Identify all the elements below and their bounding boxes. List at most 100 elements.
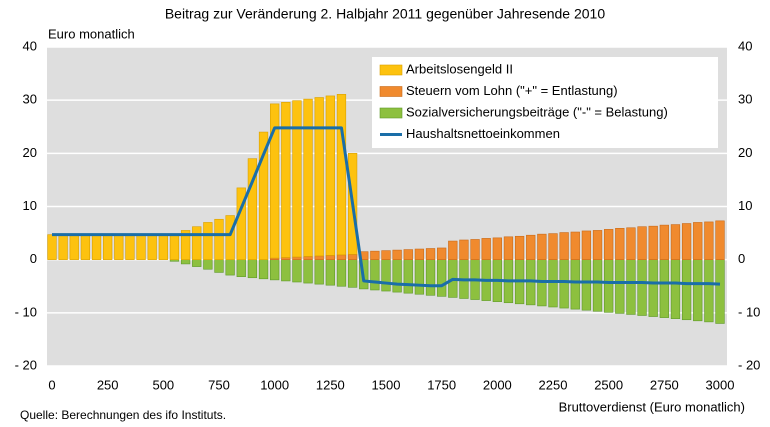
bar [180, 259, 191, 265]
y-tick-label: 20 [23, 145, 37, 160]
bar [147, 234, 157, 260]
bar [437, 259, 447, 297]
bar [626, 259, 636, 315]
x-tick-label: 1500 [372, 377, 401, 392]
bar [314, 97, 324, 257]
x-tick-label: 1750 [427, 377, 456, 392]
bar [314, 255, 324, 260]
bar [258, 259, 269, 280]
bar [303, 256, 313, 260]
x-tick-label: 3000 [706, 377, 735, 392]
bar [637, 259, 647, 316]
x-tick-label: 1250 [316, 377, 345, 392]
bar [670, 224, 681, 260]
bar [548, 259, 558, 308]
x-tick-label: 2000 [483, 377, 512, 392]
bar [425, 259, 436, 296]
bar [693, 222, 703, 260]
y-tick-label: 40 [23, 38, 37, 53]
bar [659, 259, 669, 318]
bar [103, 234, 113, 260]
bar [637, 226, 647, 260]
bar [437, 247, 447, 260]
bar [704, 221, 714, 260]
legend-label: Steuern vom Lohn ("+" = Entlastung) [406, 83, 618, 98]
bar [648, 225, 658, 260]
bar [381, 250, 391, 260]
bar [303, 98, 313, 257]
bar [347, 259, 358, 288]
bar [392, 259, 402, 293]
bar [715, 259, 725, 324]
bar [481, 238, 491, 260]
legend-box [372, 57, 718, 148]
bar [225, 259, 235, 276]
x-tick-label: 1000 [260, 377, 289, 392]
bar [459, 239, 469, 260]
bar [247, 259, 258, 279]
bar [693, 259, 703, 322]
y-tick-label: 10 [23, 198, 37, 213]
bar [470, 239, 480, 260]
bar [303, 259, 313, 284]
bar [347, 254, 358, 260]
x-axis-label: Bruttoverdienst (Euro monatlich) [559, 399, 745, 414]
bar [214, 259, 224, 273]
y2-tick-label: 0 [738, 251, 745, 266]
bar [325, 259, 335, 286]
bar [247, 158, 258, 260]
bar [236, 187, 246, 260]
x-tick-label: 0 [48, 377, 55, 392]
legend-swatch [379, 64, 403, 76]
bar [258, 131, 269, 260]
bar [281, 259, 291, 282]
bar [615, 227, 625, 260]
bar [581, 259, 592, 311]
y2-tick-label: 20 [738, 145, 752, 160]
bar [615, 259, 625, 314]
bar [136, 234, 146, 260]
bar [203, 259, 213, 270]
bar [336, 254, 347, 260]
x-tick-label: 2250 [539, 377, 568, 392]
bar [681, 259, 692, 321]
bar [670, 259, 681, 319]
bar [270, 103, 280, 259]
bar [526, 234, 536, 260]
y2-tick-label: 30 [738, 92, 752, 107]
legend-swatch [379, 107, 403, 119]
bar [414, 259, 425, 295]
y2-tick-label: 10 [738, 198, 752, 213]
x-tick-label: 250 [97, 377, 119, 392]
bar [659, 224, 669, 260]
bar [492, 237, 502, 260]
bar [581, 230, 592, 260]
bar [336, 259, 347, 287]
bar [114, 234, 124, 260]
bar [158, 234, 168, 260]
bar [192, 259, 202, 267]
bar [47, 234, 57, 260]
bar [570, 259, 580, 310]
bar [169, 234, 180, 260]
source: Quelle: Berechnungen des ifo Instituts. [20, 408, 226, 422]
y-tick-label: - 20 [15, 357, 37, 372]
bar [592, 230, 603, 260]
bar [559, 232, 569, 260]
chart-title: Beitrag zur Veränderung 2. Halbjahr 2011… [165, 6, 605, 22]
bar [281, 101, 291, 258]
x-tick-label: 2500 [594, 377, 623, 392]
bar [403, 259, 413, 294]
bar [325, 95, 335, 256]
bar [403, 249, 413, 260]
x-tick-label: 2750 [650, 377, 679, 392]
bar [325, 255, 335, 260]
bar [203, 222, 213, 260]
bar [58, 234, 68, 260]
bar [225, 215, 235, 260]
y-tick-label: 0 [30, 251, 37, 266]
bar [69, 234, 79, 260]
x-tick-label: 750 [208, 377, 230, 392]
bar [414, 248, 425, 260]
